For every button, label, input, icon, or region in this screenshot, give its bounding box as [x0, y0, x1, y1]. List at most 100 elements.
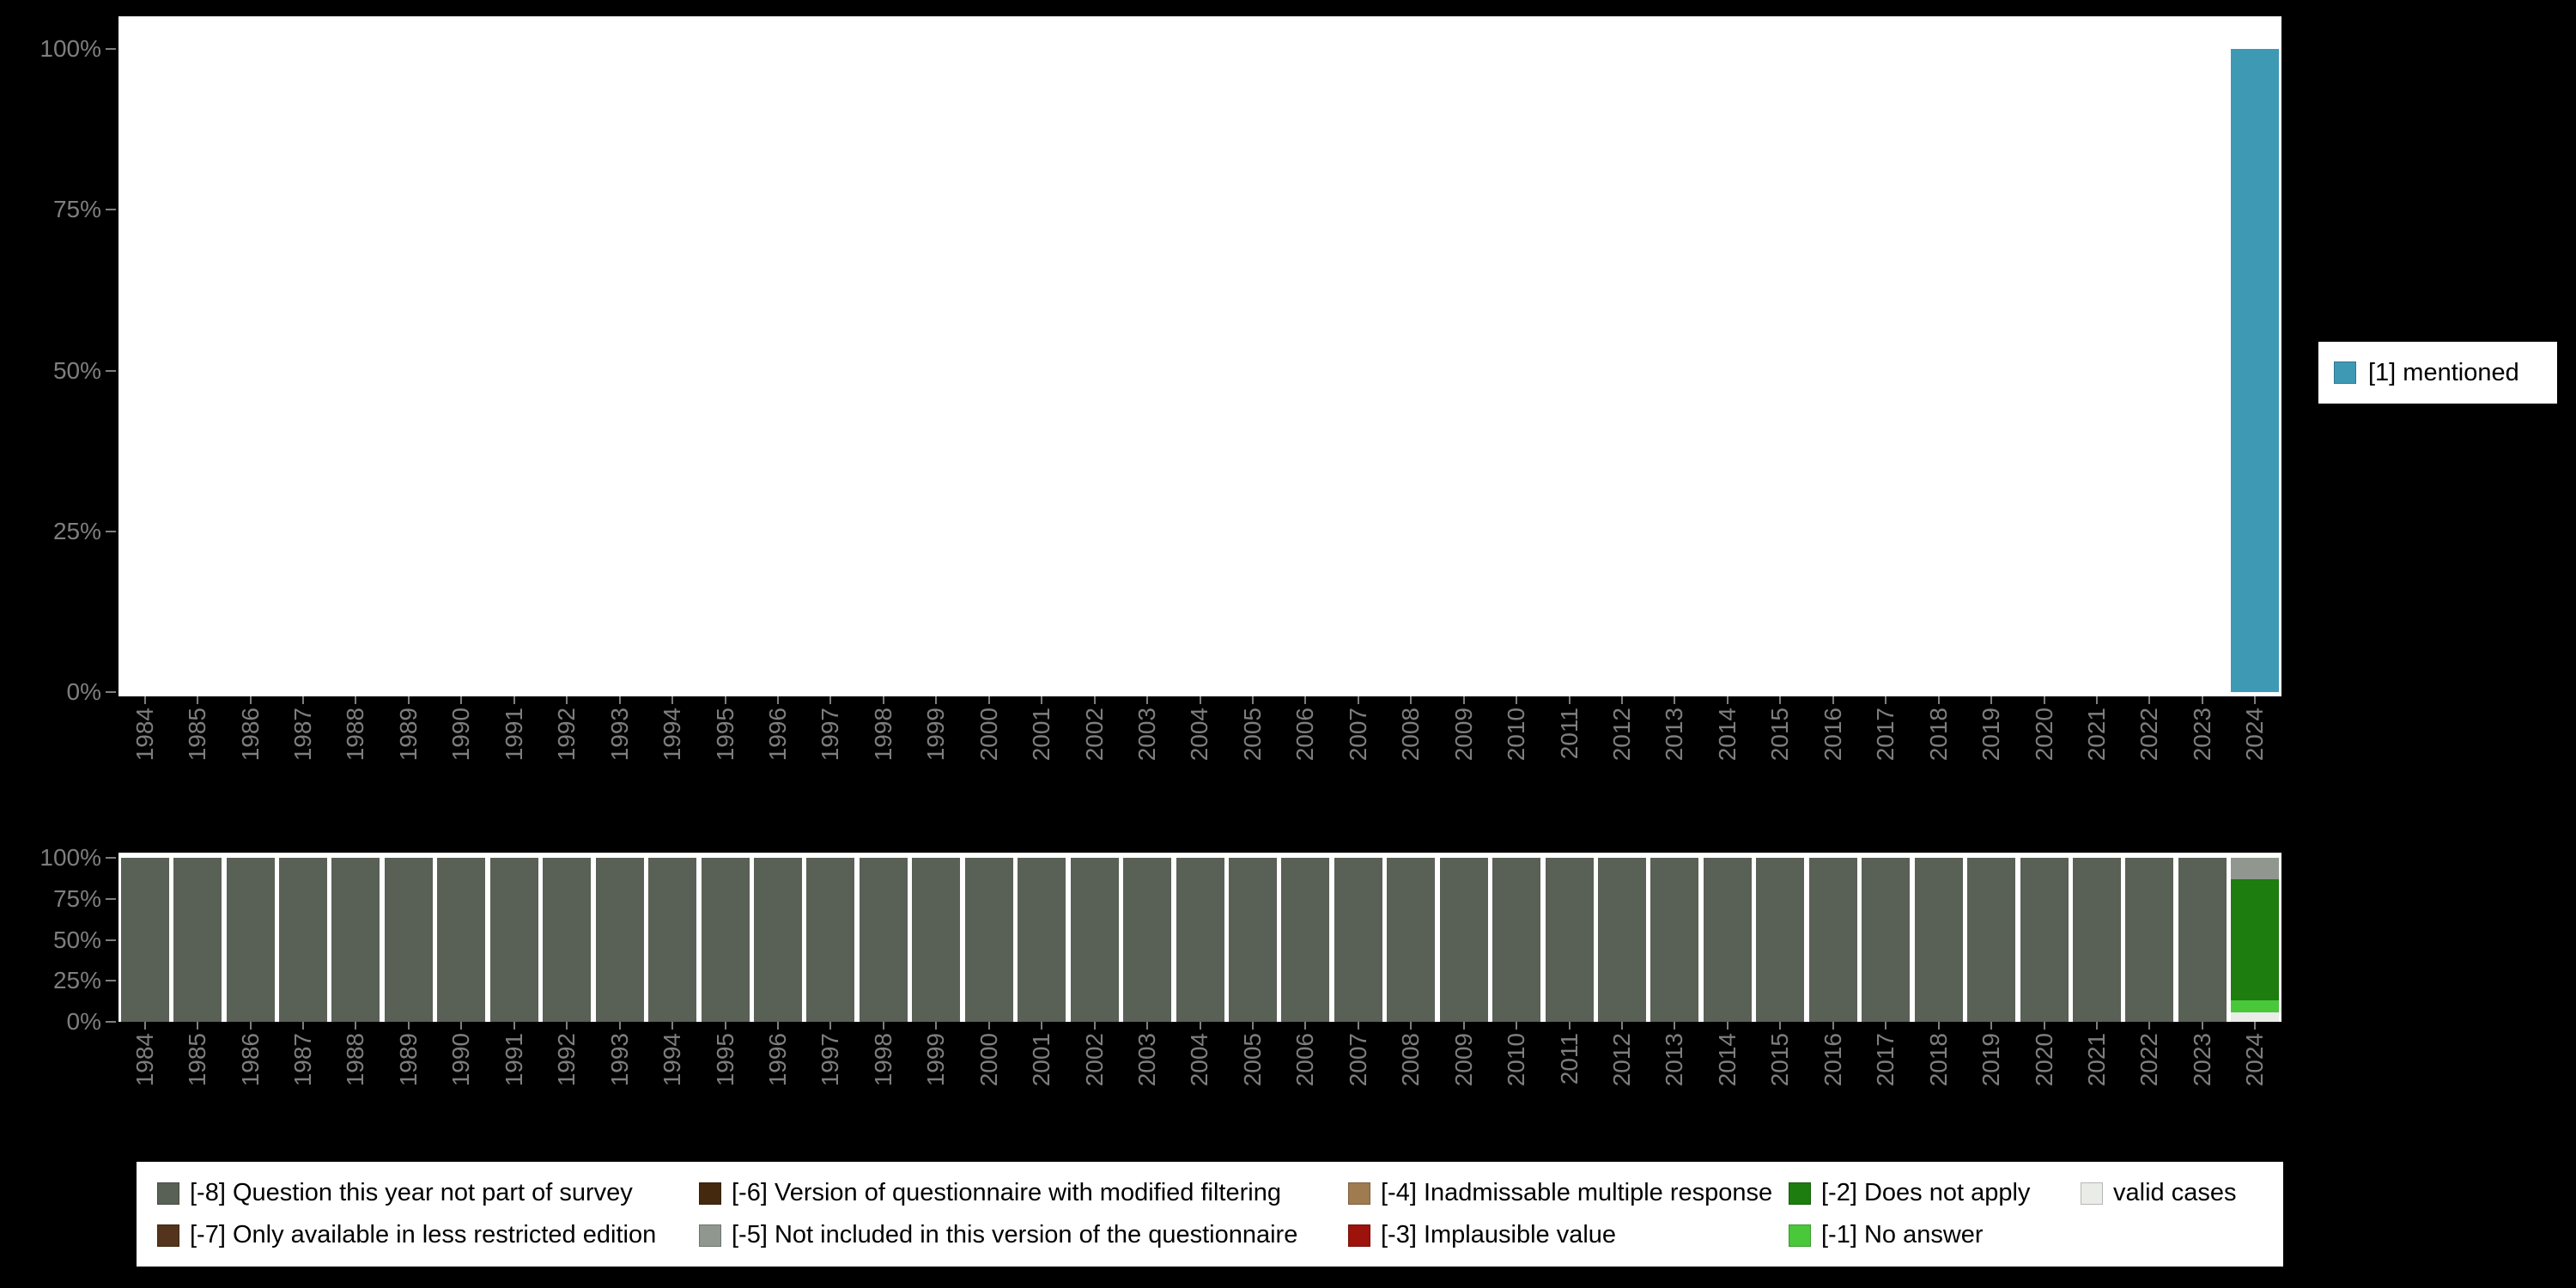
legend-swatch	[2081, 1182, 2103, 1205]
bar-segment-1987	[279, 858, 328, 1022]
bar-segment-2024	[2231, 49, 2280, 692]
x-axis-label: 1987	[276, 708, 329, 789]
x-axis-label-text: 2010	[1503, 1033, 1530, 1087]
x-axis-tick	[1621, 1022, 1623, 1030]
x-axis-label-text: 1985	[184, 1033, 211, 1087]
x-axis-label-text: 2011	[1555, 708, 1583, 760]
bar-segment-2013	[1650, 858, 1699, 1022]
x-axis-label: 2011	[1543, 1033, 1595, 1115]
x-axis-tick	[2148, 696, 2151, 704]
x-axis-label-text: 2006	[1291, 708, 1319, 762]
x-axis-label-text: 1993	[605, 708, 633, 762]
x-axis-label: 2011	[1543, 708, 1595, 789]
x-axis-tick	[302, 1022, 305, 1030]
x-axis-tick	[1410, 1022, 1413, 1030]
x-axis-label-text: 1994	[659, 708, 686, 762]
x-axis-label: 2019	[1965, 1033, 2017, 1115]
x-axis-tick	[1832, 696, 1834, 704]
x-axis-label: 1998	[857, 708, 909, 789]
x-axis-tick	[407, 696, 410, 704]
mentioned-chart-plot-area	[118, 16, 2281, 696]
y-axis-tick	[106, 1021, 116, 1023]
x-axis-label-text: 2012	[1608, 708, 1635, 762]
x-axis-label-text: 2014	[1713, 708, 1741, 762]
bar-segment-1986	[226, 858, 275, 1022]
x-axis-label: 1985	[171, 708, 223, 789]
x-axis-tick	[1041, 1022, 1043, 1030]
x-axis-label-text: 1990	[447, 708, 475, 762]
y-axis-label: 0%	[66, 678, 101, 705]
x-axis-label: 2007	[1332, 708, 1384, 789]
bar-segment-1996	[753, 858, 802, 1022]
bar-segment-2008	[1387, 858, 1436, 1022]
x-axis-tick	[460, 1022, 463, 1030]
x-axis-label: 1999	[910, 1033, 963, 1115]
bar-segment-1995	[701, 858, 750, 1022]
x-axis-tick	[935, 696, 938, 704]
x-axis-label-text: 2019	[1978, 708, 2005, 762]
x-axis-label: 2006	[1279, 1033, 1332, 1115]
x-axis-tick	[882, 1022, 884, 1030]
x-axis-label: 1998	[857, 1033, 909, 1115]
x-axis-tick	[1937, 1022, 1940, 1030]
x-axis-label-text: 1997	[817, 1033, 844, 1087]
x-axis-tick	[1041, 696, 1043, 704]
x-axis-tick	[1885, 696, 1887, 704]
x-axis-tick	[249, 696, 252, 704]
x-axis-label: 2012	[1595, 708, 1648, 789]
y-axis-tick	[106, 48, 116, 50]
x-axis-tick	[1251, 1022, 1254, 1030]
x-axis-tick	[1146, 1022, 1149, 1030]
x-axis-label: 2003	[1121, 708, 1173, 789]
x-axis-label-text: 2024	[2241, 1033, 2269, 1087]
x-axis-label-text: 2016	[1819, 1033, 1846, 1087]
x-axis-label-text: 1995	[711, 708, 738, 762]
x-axis-label: 2022	[2123, 1033, 2176, 1115]
x-axis-label: 2018	[1912, 708, 1965, 789]
x-axis-tick	[1779, 696, 1782, 704]
x-axis-label: 2021	[2070, 708, 2123, 789]
x-axis-label-text: 2013	[1661, 1033, 1688, 1087]
bar-segment-2018	[1914, 858, 1963, 1022]
x-axis-label: 1989	[382, 1033, 434, 1115]
x-axis-tick	[2095, 696, 2098, 704]
x-axis-label: 1999	[910, 708, 963, 789]
x-axis-tick	[566, 696, 568, 704]
x-axis-label: 1994	[646, 1033, 698, 1115]
x-axis-tick	[1990, 696, 1993, 704]
x-axis-label: 2017	[1859, 1033, 1911, 1115]
x-axis-label-text: 2009	[1449, 1033, 1477, 1087]
bar-segment-2024	[2231, 1000, 2280, 1012]
x-axis-label-text: 1989	[394, 1033, 422, 1087]
legend-item-label: [-8] Question this year not part of surv…	[190, 1179, 633, 1206]
x-axis-label-text: 2009	[1449, 708, 1477, 762]
x-axis-tick	[987, 696, 990, 704]
bar-segment-1997	[806, 858, 855, 1022]
x-axis-label: 2005	[1226, 1033, 1279, 1115]
x-axis-label: 2008	[1385, 1033, 1437, 1115]
x-axis-label-text: 2022	[2136, 1033, 2163, 1087]
x-axis-tick	[407, 1022, 410, 1030]
x-axis-label: 1992	[541, 708, 593, 789]
bar-segment-2015	[1756, 858, 1805, 1022]
y-axis-label: 50%	[52, 356, 101, 384]
x-axis-label: 2016	[1807, 708, 1859, 789]
x-axis-label: 2017	[1859, 708, 1911, 789]
y-axis-label: 75%	[52, 884, 101, 912]
legend-item-label: [-3] Implausible value	[1381, 1221, 1617, 1249]
y-axis-label: 100%	[39, 35, 101, 62]
x-axis-label: 2022	[2123, 708, 2176, 789]
legend-swatch	[1348, 1224, 1370, 1247]
x-axis-label-text: 1992	[553, 708, 580, 762]
y-axis-label: 50%	[52, 926, 101, 953]
mentioned-legend-label: [1] mentioned	[2368, 358, 2519, 386]
x-axis-label: 1990	[435, 708, 488, 789]
x-axis-label: 1992	[541, 1033, 593, 1115]
x-axis-label-text: 1989	[394, 708, 422, 762]
bar-segment-1990	[437, 858, 486, 1022]
x-axis-label-text: 1992	[553, 1033, 580, 1087]
x-axis-tick	[1726, 696, 1728, 704]
x-axis-label: 1995	[699, 1033, 751, 1115]
legend-item-label: [-5] Not included in this version of the…	[732, 1221, 1298, 1249]
